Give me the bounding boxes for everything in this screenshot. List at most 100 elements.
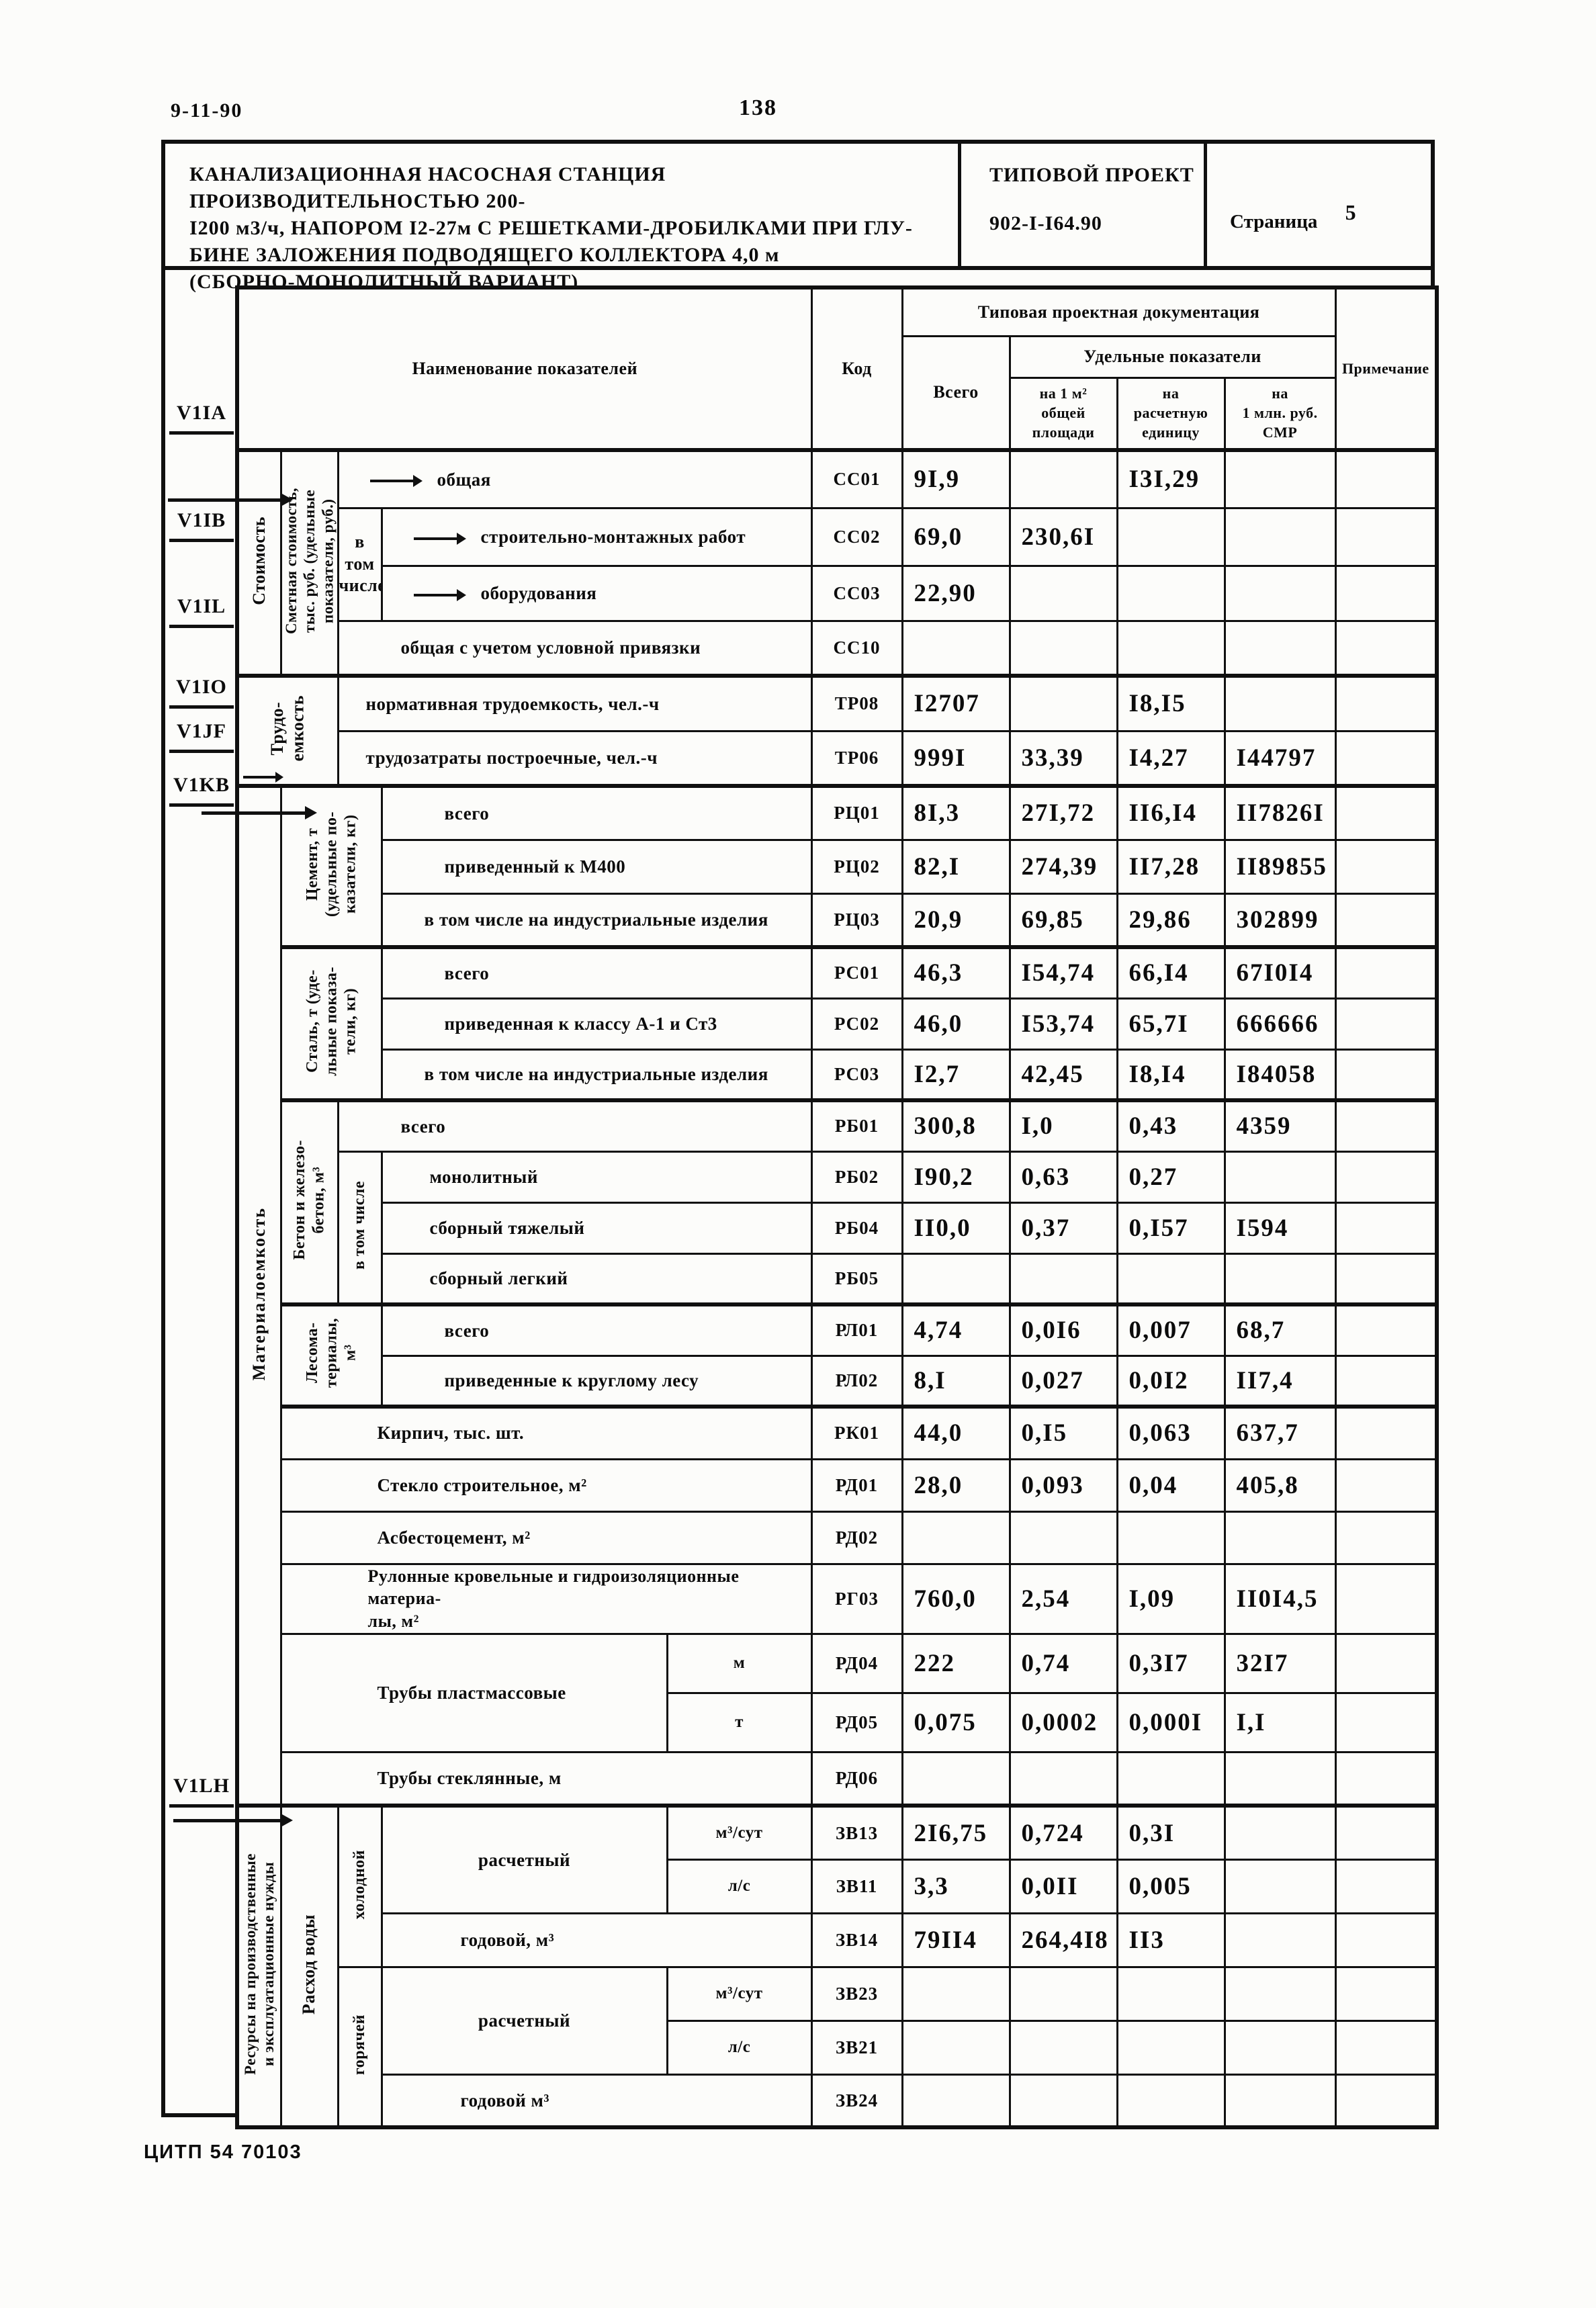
table-row: Бетон и железо- бетон, м³ всего РБ01 300…: [237, 1099, 1438, 1306]
row-code: ЗВ24: [810, 2073, 903, 2129]
cell-per-m2: 69,85: [1008, 892, 1118, 949]
cell-note: [1334, 1691, 1438, 1753]
cell-per-unit: 0,007: [1116, 1303, 1226, 1357]
cell-per-unit: [1116, 1750, 1226, 1808]
project-id-cell: ТИПОВОЙ ПРОЕКТ 902-I-I64.90: [958, 144, 1204, 266]
cell-per-mln: [1223, 1750, 1337, 1808]
row-label: Рулонные кровельные и гидроизоляционные …: [279, 1562, 813, 1635]
project-number: 902-I-I64.90: [989, 212, 1102, 234]
cell-per-mln: I84058: [1223, 1048, 1337, 1102]
col-header-udel: Удельные показатели: [1008, 335, 1337, 379]
row-unit: л/с: [666, 2019, 813, 2076]
cell-total: I2,7: [901, 1048, 1011, 1102]
table-row: Ресурсы на производственные и эксплуатац…: [236, 1804, 1438, 2129]
table-row: общая с учетом условной привязки СС10: [237, 619, 1438, 678]
cell-total: 28,0: [901, 1458, 1011, 1513]
row-label: строительно-монтажных работ: [380, 506, 813, 567]
cell-total: 8I,3: [901, 785, 1011, 841]
cell-per-mln: [1223, 1150, 1337, 1204]
cell-per-unit: 0,3I: [1116, 1804, 1226, 1861]
row-code: РГ03: [810, 1562, 903, 1635]
project-title: КАНАЛИЗАЦИОННАЯ НАСОСНАЯ СТАНЦИЯ ПРОИЗВО…: [189, 163, 913, 293]
col-header-code: Код: [810, 286, 903, 452]
cell-total: 3,3: [901, 1858, 1011, 1914]
cell-per-unit: I,09: [1116, 1562, 1226, 1635]
cell-per-m2: 0,0002: [1008, 1691, 1118, 1753]
cell-per-unit: 0,3I7: [1116, 1632, 1226, 1694]
cell-total: 20,9: [901, 892, 1011, 949]
cell-note: [1334, 1303, 1438, 1357]
cell-per-mln: I44797: [1223, 729, 1337, 788]
cell-per-mln: I,I: [1223, 1691, 1337, 1753]
row-code: РД02: [810, 1510, 903, 1565]
cell-per-mln: I594: [1223, 1201, 1337, 1255]
cell-per-m2: 27I,72: [1008, 785, 1118, 841]
row-label: общая с учетом условной привязки: [337, 619, 813, 678]
cell-per-m2: 274,39: [1008, 838, 1118, 895]
cell-note: [1334, 1150, 1438, 1204]
cell-note: [1334, 1562, 1438, 1635]
table-row: Трубы пластмассовые м РД04 222 0,74 0,3I…: [237, 1632, 1438, 1753]
page-value: 5: [1345, 200, 1356, 224]
row-code: РД05: [810, 1691, 903, 1753]
margin-code: V1IO: [169, 676, 234, 709]
row-code: РД06: [810, 1750, 903, 1808]
row-code: РС02: [810, 997, 903, 1051]
table-row: Сталь, т (уде- льные показа- тели, кг) в…: [237, 946, 1438, 1102]
cell-per-m2: 0,74: [1008, 1632, 1118, 1694]
cell-per-m2: [1008, 674, 1118, 732]
group-vtom2: в том числе: [337, 1150, 383, 1306]
cell-note: [1334, 1458, 1438, 1513]
row-label: Стекло строительное, м²: [279, 1458, 813, 1513]
row-code: РД01: [810, 1458, 903, 1513]
row-label: всего: [380, 785, 813, 841]
row-code: РБ05: [810, 1252, 903, 1306]
cell-per-m2: 0,0II: [1008, 1858, 1118, 1914]
page-label: Страница: [1230, 211, 1318, 232]
row-code: СС03: [810, 564, 903, 622]
cell-total: 0,075: [901, 1691, 1011, 1753]
cell-per-unit: I4,27: [1116, 729, 1226, 788]
cell-per-mln: II7826I: [1223, 785, 1337, 841]
cell-total: [901, 1510, 1011, 1565]
row-label: всего: [380, 1303, 813, 1357]
row-code: ТР06: [810, 729, 903, 788]
margin-code: V1IA: [169, 402, 234, 435]
table-row: сборный легкий РБ05: [237, 1252, 1438, 1306]
cell-per-unit: 0,I57: [1116, 1201, 1226, 1255]
cell-per-mln: 32I7: [1223, 1632, 1337, 1694]
page-number: 138: [739, 95, 777, 120]
row-code: РД04: [810, 1632, 903, 1694]
cell-per-m2: [1008, 564, 1118, 622]
cell-per-unit: I8,I5: [1116, 674, 1226, 732]
row-code: РЛ01: [810, 1303, 903, 1357]
cell-per-m2: 0,093: [1008, 1458, 1118, 1513]
cell-per-unit: [1116, 564, 1226, 622]
margin-code: V1JF: [169, 720, 234, 753]
table-row: приведенный к М400 РЦ02 82,I 274,39 II7,…: [237, 838, 1438, 895]
cell-note: [1334, 1048, 1438, 1102]
cell-note: [1334, 619, 1438, 678]
col-header-per-m2: на 1 м² общей площади: [1008, 376, 1118, 452]
cell-per-mln: [1223, 674, 1337, 732]
cell-per-mln: 68,7: [1223, 1303, 1337, 1357]
group-resursy: Ресурсы на производственные и эксплуатац…: [236, 1804, 282, 2129]
cell-note: [1334, 892, 1438, 949]
table-row: годовой м³ ЗВ24: [237, 2073, 1438, 2129]
cell-per-mln: 67I0I4: [1223, 946, 1337, 1000]
cell-per-m2: [1008, 1510, 1118, 1565]
row-label: трудозатраты построечные, чел.-ч: [337, 729, 813, 788]
cell-per-m2: [1008, 2019, 1118, 2076]
cell-note: [1334, 997, 1438, 1051]
cell-note: [1334, 1750, 1438, 1808]
table-row: сборный тяжелый РБ04 II0,0 0,37 0,I57 I5…: [237, 1201, 1438, 1255]
row-code: ТР08: [810, 674, 903, 732]
margin-code: V1LH: [169, 1775, 234, 1808]
cell-note: [1334, 506, 1438, 567]
cell-per-unit: [1116, 2019, 1226, 2076]
right-arrow-icon: [413, 532, 466, 545]
table-row: Асбестоцемент, м² РД02: [237, 1510, 1438, 1565]
cell-per-m2: 264,4I8: [1008, 1912, 1118, 1968]
cell-total: [901, 619, 1011, 678]
col-header-name: Наименование показателей: [236, 286, 813, 452]
